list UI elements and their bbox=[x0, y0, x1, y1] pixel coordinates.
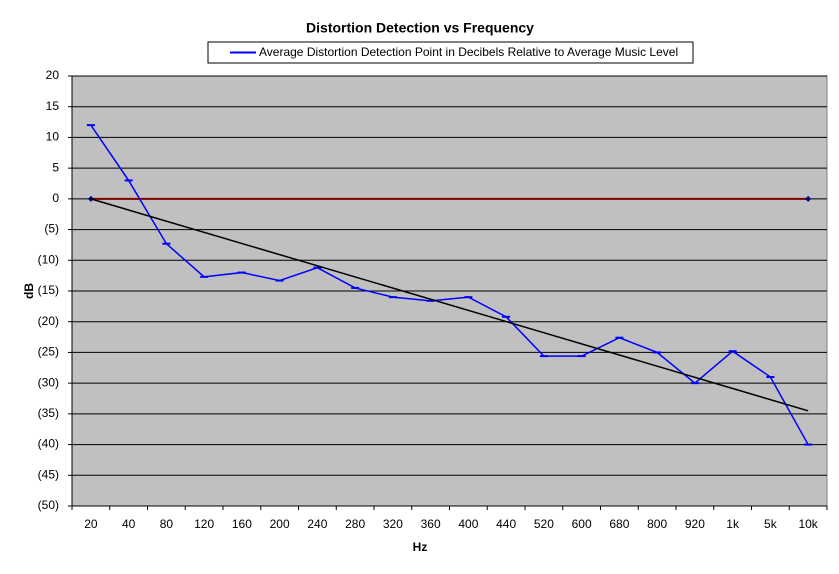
x-tick-label: 360 bbox=[421, 517, 441, 531]
x-tick-label: 280 bbox=[345, 517, 365, 531]
x-tick-label: 20 bbox=[84, 517, 98, 531]
x-tick-label: 440 bbox=[496, 517, 516, 531]
x-tick-label: 320 bbox=[383, 517, 403, 531]
y-tick-label: (5) bbox=[44, 222, 59, 236]
y-tick-label: 20 bbox=[46, 68, 60, 82]
x-tick-label: 240 bbox=[307, 517, 327, 531]
legend-box bbox=[207, 41, 694, 64]
x-tick-label: 160 bbox=[232, 517, 252, 531]
data-line bbox=[90, 124, 809, 445]
chart-title: Distortion Detection vs Frequency bbox=[306, 20, 534, 36]
y-tick-label: (40) bbox=[38, 437, 59, 451]
y-tick-label: 10 bbox=[46, 130, 60, 144]
legend-label: Average Distortion Detection Point in De… bbox=[259, 45, 678, 59]
reference-marker bbox=[805, 195, 812, 202]
x-tick-label: 1k bbox=[726, 517, 740, 531]
x-tick-label: 200 bbox=[270, 517, 290, 531]
y-tick-label: (30) bbox=[38, 375, 59, 389]
x-tick-label: 680 bbox=[609, 517, 629, 531]
y-tick-label: (20) bbox=[38, 314, 59, 328]
x-tick-label: 920 bbox=[685, 517, 705, 531]
x-tick-label: 10k bbox=[798, 517, 818, 531]
x-tick-label: 520 bbox=[534, 517, 554, 531]
x-tick-label: 800 bbox=[647, 517, 667, 531]
trendline bbox=[90, 198, 809, 412]
x-tick-label: 80 bbox=[160, 517, 174, 531]
y-tick-label: (15) bbox=[38, 283, 59, 297]
x-tick-label: 40 bbox=[122, 517, 136, 531]
y-tick-label: 15 bbox=[46, 99, 60, 113]
x-tick-label: 5k bbox=[764, 517, 778, 531]
y-tick-label: 5 bbox=[52, 160, 59, 174]
x-tick-label: 600 bbox=[572, 517, 592, 531]
y-tick-label: (35) bbox=[38, 406, 59, 420]
y-tick-label: 0 bbox=[52, 191, 59, 205]
y-tick-label: (50) bbox=[38, 498, 59, 512]
y-tick-label: (25) bbox=[38, 345, 59, 359]
x-tick-label: 400 bbox=[458, 517, 478, 531]
x-tick-label: 120 bbox=[194, 517, 214, 531]
y-tick-label: (45) bbox=[38, 467, 59, 481]
x-axis-label: Hz bbox=[413, 540, 428, 554]
y-axis-label: dB bbox=[22, 283, 36, 299]
y-tick-label: (10) bbox=[38, 252, 59, 266]
